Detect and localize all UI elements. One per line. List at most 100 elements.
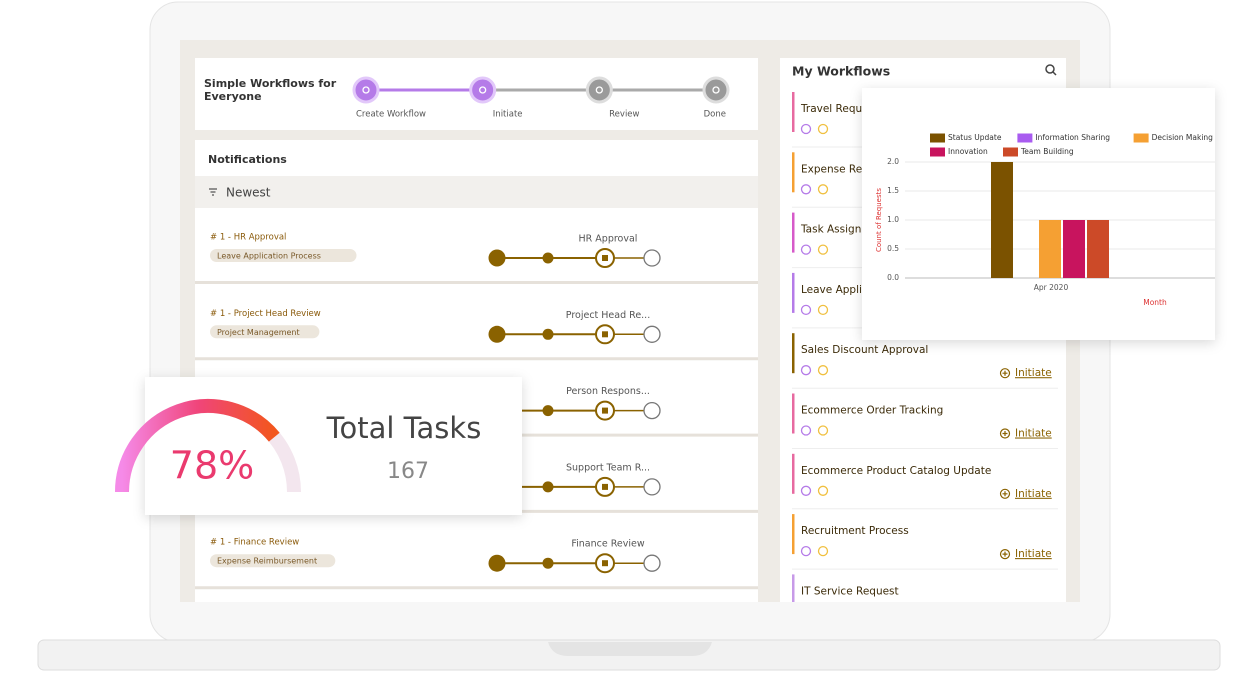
stage-label: Person Respons... — [566, 386, 650, 397]
stage-label: Project Head Re... — [566, 310, 650, 321]
track-end — [643, 401, 661, 420]
track-current-icon — [602, 407, 608, 414]
y-axis-label: Count of Requests — [875, 188, 883, 252]
track-start — [488, 554, 506, 572]
clock-icon — [800, 485, 812, 496]
initiate-link[interactable]: Initiate — [1015, 548, 1052, 560]
workflow-name: Task Assign — [800, 224, 861, 236]
initiate-icon — [999, 368, 1011, 379]
initiate-link[interactable]: Initiate — [1015, 488, 1052, 500]
search-icon-handle — [1052, 71, 1057, 76]
stage-label: HR Approval — [579, 234, 638, 245]
track-step — [542, 252, 554, 264]
x-axis-label: Month — [1143, 298, 1167, 307]
notification-row[interactable] — [195, 284, 758, 358]
notification-id: # 1 - HR Approval — [210, 233, 286, 243]
workflow-accent — [792, 92, 795, 132]
workflow-row[interactable] — [792, 333, 1058, 389]
step-icon — [362, 86, 370, 94]
gauge-arc — [115, 399, 280, 493]
legend-label: Decision Making — [1152, 133, 1214, 142]
track-end — [643, 554, 661, 572]
y-tick-label: 0.5 — [887, 244, 899, 253]
track-step — [542, 557, 554, 569]
step-dot — [469, 76, 497, 104]
track-end — [643, 478, 661, 496]
workflow-accent — [792, 152, 795, 193]
notification-id: # 1 - Project Head Review — [210, 309, 321, 319]
workflow-name: Ecommerce Order Tracking — [801, 405, 943, 417]
workflow-row[interactable] — [792, 393, 1058, 449]
track-end — [643, 325, 661, 343]
track-current-icon — [602, 331, 608, 338]
search-icon[interactable] — [1045, 64, 1055, 74]
step-icon — [712, 86, 720, 94]
clock-icon — [800, 244, 812, 255]
track-step — [542, 481, 554, 493]
bar — [1063, 220, 1085, 278]
check-icon — [817, 244, 829, 255]
notification-row[interactable] — [195, 208, 758, 281]
workflow-name: Travel Requ — [800, 103, 862, 115]
initiate-link[interactable]: Initiate — [1015, 428, 1052, 440]
workflows-title: My Workflows — [792, 64, 890, 79]
check-icon — [817, 304, 829, 316]
check-icon — [817, 485, 829, 496]
track-current-icon — [602, 483, 608, 490]
header-title: Simple Workflows for Everyone — [204, 77, 337, 103]
laptop-notch — [548, 642, 712, 656]
legend-swatch — [930, 147, 945, 157]
workflow-name: Leave Appli — [801, 284, 862, 296]
stage-label: Support Team R... — [566, 462, 650, 473]
y-tick-label: 1.0 — [887, 215, 899, 224]
tag-pill — [210, 554, 336, 568]
legend-label: Team Building — [1020, 147, 1074, 156]
check-icon — [817, 365, 829, 376]
clock-icon — [800, 304, 812, 316]
initiate-icon — [999, 428, 1011, 439]
step-label: Initiate — [493, 110, 523, 120]
workflow-accent — [792, 453, 795, 494]
workflow-row[interactable] — [792, 574, 1058, 629]
workflow-name: Ecommerce Product Catalog Update — [801, 465, 991, 477]
filter-label[interactable]: Newest — [226, 186, 271, 200]
initiate-icon-plus — [1002, 551, 1008, 557]
track-start — [488, 249, 506, 267]
tag-label: Expense Reimbursement — [217, 557, 317, 566]
notification-row[interactable] — [195, 513, 758, 587]
clock-icon — [800, 545, 812, 557]
workflow-accent — [792, 272, 795, 313]
track-end — [643, 249, 661, 267]
step-dot — [585, 76, 613, 104]
notifications-title: Notifications — [208, 153, 287, 166]
step-label: Review — [609, 110, 639, 120]
workflow-accent — [792, 514, 795, 555]
gauge-title: Total Tasks — [326, 411, 482, 445]
step-dot — [702, 76, 730, 104]
workflow-accent — [792, 333, 795, 374]
clock-icon — [800, 365, 812, 376]
filter-bar — [195, 176, 758, 208]
legend-swatch — [1133, 133, 1149, 143]
track-current-icon — [602, 560, 608, 567]
track-step — [542, 405, 554, 417]
bar — [991, 162, 1013, 278]
clock-icon — [800, 425, 812, 436]
step-label: Create Workflow — [356, 110, 426, 120]
step-icon — [595, 86, 603, 94]
step-icon — [479, 86, 487, 94]
stage-label: Finance Review — [571, 539, 644, 550]
initiate-link[interactable]: Initiate — [1015, 367, 1052, 379]
check-icon — [817, 184, 829, 195]
legend-label: Innovation — [948, 147, 988, 156]
y-tick-label: 1.5 — [887, 186, 899, 195]
y-tick-label: 2.0 — [887, 157, 899, 166]
workflow-name: Recruitment Process — [801, 525, 909, 537]
initiate-icon — [999, 488, 1011, 499]
tag-label: Leave Application Process — [217, 252, 321, 261]
workflow-accent — [792, 574, 795, 602]
workflow-row[interactable] — [792, 514, 1058, 570]
track-start — [488, 325, 506, 343]
workflow-row[interactable] — [792, 453, 1058, 509]
tag-label: Project Management — [217, 328, 300, 337]
